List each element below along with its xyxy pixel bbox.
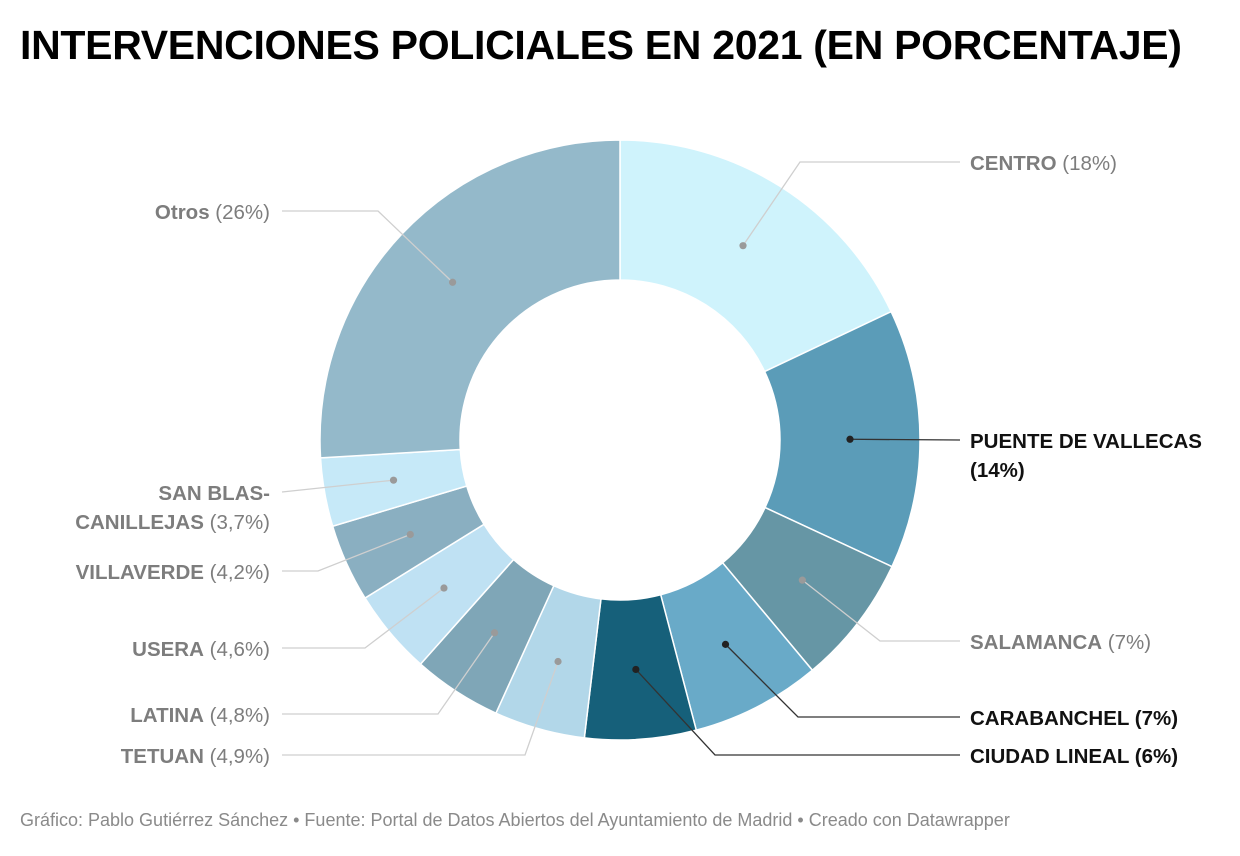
slice-label-name: VILLAVERDE [76,561,204,584]
leader-line-otros [282,210,454,283]
slice-label-carabanchel: CARABANCHEL (7%) [970,707,1178,730]
label-leader-lines [281,161,961,756]
slice-puente-de-vallecas [763,310,921,568]
slice-labels: CENTRO (18%) PUENTE DE VALLECAS (14%) SALAM… [75,152,1202,768]
slice-label-puente-de-vallecas: (14%) [970,459,1025,482]
leader-dot-salamanca [798,576,806,584]
slice-label-name: SAN BLAS- [158,482,270,505]
leader-line-usera [282,587,445,649]
slice-label-puente-de-vallecas: PUENTE DE VALLECAS [970,430,1202,453]
leader-line-carabanchel [725,643,960,718]
slice-label-name: CANILLEJAS [75,511,204,534]
slice-label-name: USERA [132,638,204,661]
slice-centro [619,139,893,373]
slice-label-tetuan: TETUAN (4,9%) [121,745,270,768]
chart-title: INTERVENCIONES POLICIALES EN 2021 (EN PO… [20,22,1182,68]
slice-label-name: Otros [155,201,210,224]
slice-label-name: CENTRO [970,152,1057,175]
slice-label-name: CIUDAD LINEAL [970,745,1129,768]
slice-label-centro: CENTRO (18%) [970,152,1117,175]
slice-label-name: SALAMANCA [970,631,1102,654]
slice-label-salamanca: SALAMANCA (7%) [970,631,1151,654]
slice-label-name: LATINA [130,704,204,727]
slice-label-value: (4,9%) [204,745,270,768]
slice-otros [319,139,621,459]
leader-line-ciudad-lineal [635,669,960,756]
leader-dot-san-blas-canillejas [389,476,398,484]
leader-dot-tetuan [554,657,562,666]
slice-label-name: PUENTE DE VALLECAS [970,430,1202,453]
leader-dot-villaverde [406,530,414,539]
leader-line-latina [282,632,496,715]
leader-dot-otros [448,278,457,286]
leader-dot-latina [490,629,499,637]
chart-footer: Gráfico: Pablo Gutiérrez Sánchez • Fuent… [20,810,1010,830]
slice-label-value: (7%) [1102,631,1151,654]
slice-label-san-blas-canillejas: CANILLEJAS (3,7%) [75,511,270,534]
slice-label-value: (4,2%) [204,561,270,584]
slice-label-value: (7%) [1129,707,1178,730]
leader-dot-carabanchel [721,640,730,648]
leader-line-puente-de-vallecas [849,438,961,441]
slice-label-value: (6%) [1129,745,1178,768]
slice-label-name: CARABANCHEL [970,707,1129,730]
slice-label-san-blas-canillejas: SAN BLAS- [158,482,270,505]
slice-label-name: TETUAN [121,745,204,768]
slice-label-value: (4,6%) [204,638,270,661]
donut-slices [319,139,921,741]
slice-label-value: (26%) [210,201,270,224]
slice-label-value: (14%) [970,459,1025,482]
leader-dot-usera [440,584,448,592]
leader-line-centro [742,161,960,247]
leader-line-san-blas-canillejas [281,479,394,493]
slice-label-ciudad-lineal: CIUDAD LINEAL (6%) [970,745,1178,768]
donut-chart: CENTRO (18%) PUENTE DE VALLECAS (14%) SALAM… [75,139,1202,768]
slice-label-value: (4,8%) [204,704,270,727]
leader-line-salamanca [801,579,960,642]
leader-line-villaverde [282,533,411,572]
slice-label-latina: LATINA (4,8%) [130,704,270,727]
leader-dot-ciudad-lineal [632,665,640,674]
leader-dot-centro [739,242,747,250]
slice-label-value: (18%) [1057,152,1117,175]
leader-line-tetuan [282,661,559,756]
slice-label-villaverde: VILLAVERDE (4,2%) [76,561,270,584]
slice-label-usera: USERA (4,6%) [132,638,270,661]
slice-label-value: (3,7%) [204,511,270,534]
leader-dot-puente-de-vallecas [846,435,854,443]
slice-label-otros: Otros (26%) [155,201,270,224]
